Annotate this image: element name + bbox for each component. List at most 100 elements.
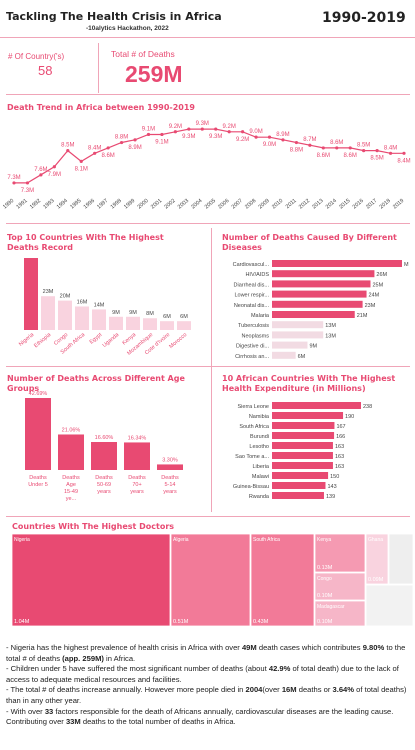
trend-point[interactable] [321, 146, 325, 150]
treemap-country-label: Algeria [173, 537, 189, 543]
trend-point[interactable] [254, 135, 258, 139]
trend-point[interactable] [335, 146, 339, 150]
diseases-bar[interactable] [272, 311, 355, 318]
top10-bar[interactable] [75, 306, 89, 330]
diseases-bar[interactable] [272, 300, 363, 308]
trend-point[interactable] [294, 140, 299, 145]
trend-point[interactable] [308, 143, 312, 147]
trend-x-tick: 2001 [150, 198, 163, 210]
trend-point[interactable] [388, 151, 393, 155]
expenditure-bar[interactable] [272, 422, 335, 429]
diseases-bar[interactable] [272, 260, 402, 267]
trend-point[interactable] [402, 151, 406, 155]
diseases-bar[interactable] [272, 290, 367, 298]
trend-point[interactable] [214, 127, 218, 131]
top10-bar[interactable] [177, 321, 191, 330]
treemap-cell[interactable] [250, 533, 315, 627]
diseases-data-label: 13M [325, 323, 336, 329]
diseases-bar[interactable] [272, 341, 308, 349]
trend-point[interactable] [119, 140, 124, 145]
trend-point[interactable] [362, 149, 366, 153]
trend-point[interactable] [93, 151, 97, 155]
expenditure-category-label: Guinea-Bissau [233, 484, 269, 490]
top10-bar[interactable] [24, 258, 38, 330]
treemap-cell[interactable] [314, 533, 366, 573]
treemap-cell[interactable] [314, 600, 366, 627]
age-category-label: Deaths 50-69 years [95, 475, 113, 495]
trend-data-label: 8.1M [75, 166, 88, 172]
expenditure-bar[interactable] [272, 442, 333, 449]
trend-point[interactable] [187, 127, 191, 131]
top10-bar[interactable] [143, 318, 157, 330]
trend-x-tick: 2002 [163, 198, 176, 210]
expenditure-bar[interactable] [272, 482, 326, 489]
treemap-cell[interactable] [314, 572, 366, 601]
age-bar[interactable] [124, 442, 150, 470]
expenditure-category-label: Burundi [250, 434, 269, 440]
treemap-value-label: 0.09M [368, 577, 384, 583]
trend-point[interactable] [241, 130, 245, 134]
trend-data-label: 9.1M [155, 139, 168, 145]
trend-point[interactable] [281, 138, 285, 142]
diseases-bar[interactable] [272, 321, 324, 329]
trend-data-label: 8.6M [344, 153, 357, 159]
expenditure-bar[interactable] [272, 462, 333, 469]
expenditure-bar[interactable] [272, 412, 344, 419]
row3-divider [6, 516, 410, 517]
kpi-countries-label: # Of Country('s) [8, 52, 65, 61]
trend-point[interactable] [375, 149, 379, 153]
age-bar[interactable] [58, 434, 84, 470]
diseases-bar[interactable] [272, 280, 371, 288]
age-bar[interactable] [25, 398, 51, 470]
trend-point[interactable] [146, 132, 151, 137]
top10-bar[interactable] [126, 316, 140, 330]
kpi-deaths-value: 259M [125, 61, 183, 87]
expenditure-bar[interactable] [272, 432, 335, 439]
trend-point[interactable] [106, 146, 110, 150]
trend-chart-title: Death Trend in Africa between 1990-2019 [7, 103, 195, 112]
trend-point[interactable] [25, 181, 30, 185]
treemap-cell[interactable] [365, 584, 414, 627]
diseases-data-label: 13M [325, 333, 336, 339]
trend-point[interactable] [227, 130, 231, 134]
trend-data-label: 8.9M [128, 145, 141, 151]
trend-x-tick: 2009 [258, 198, 271, 210]
diseases-bar[interactable] [272, 270, 375, 278]
treemap-cell[interactable] [170, 533, 251, 627]
trend-point[interactable] [52, 165, 56, 169]
diseases-bar[interactable] [272, 351, 296, 359]
trend-point[interactable] [173, 130, 177, 134]
trend-point[interactable] [66, 149, 70, 153]
treemap-cell[interactable] [388, 533, 414, 585]
diseases-bar[interactable] [272, 331, 324, 339]
treemap-cell[interactable] [11, 533, 171, 627]
expenditure-bar[interactable] [272, 492, 324, 499]
trend-data-label: 8.4M [384, 145, 397, 151]
top10-bar[interactable] [92, 309, 106, 330]
expenditure-bar[interactable] [272, 402, 361, 409]
trend-point[interactable] [348, 146, 352, 150]
trend-point[interactable] [160, 132, 164, 137]
top10-bar[interactable] [41, 296, 55, 330]
top10-bar[interactable] [160, 321, 174, 330]
top10-bar[interactable] [109, 316, 123, 330]
top10-bar[interactable] [58, 300, 72, 330]
expenditure-bar[interactable] [272, 472, 329, 479]
expenditure-data-label: 150 [330, 474, 339, 480]
trend-point[interactable] [39, 173, 43, 177]
trend-x-tick: 2010 [271, 198, 284, 210]
top10-data-label: 6M [180, 314, 188, 320]
trend-point[interactable] [133, 138, 137, 142]
treemap-cell[interactable] [365, 533, 389, 585]
trend-point[interactable] [12, 181, 16, 185]
treemap-country-label: Ghana [368, 537, 383, 543]
top10-x-tick: Morocco [168, 332, 188, 350]
trend-point[interactable] [79, 159, 83, 163]
age-bar[interactable] [91, 442, 117, 470]
trend-x-tick: 1992 [29, 198, 42, 210]
trend-point[interactable] [200, 127, 204, 131]
trend-point[interactable] [267, 135, 272, 139]
expenditure-bar[interactable] [272, 452, 333, 459]
age-bar[interactable] [157, 464, 183, 470]
